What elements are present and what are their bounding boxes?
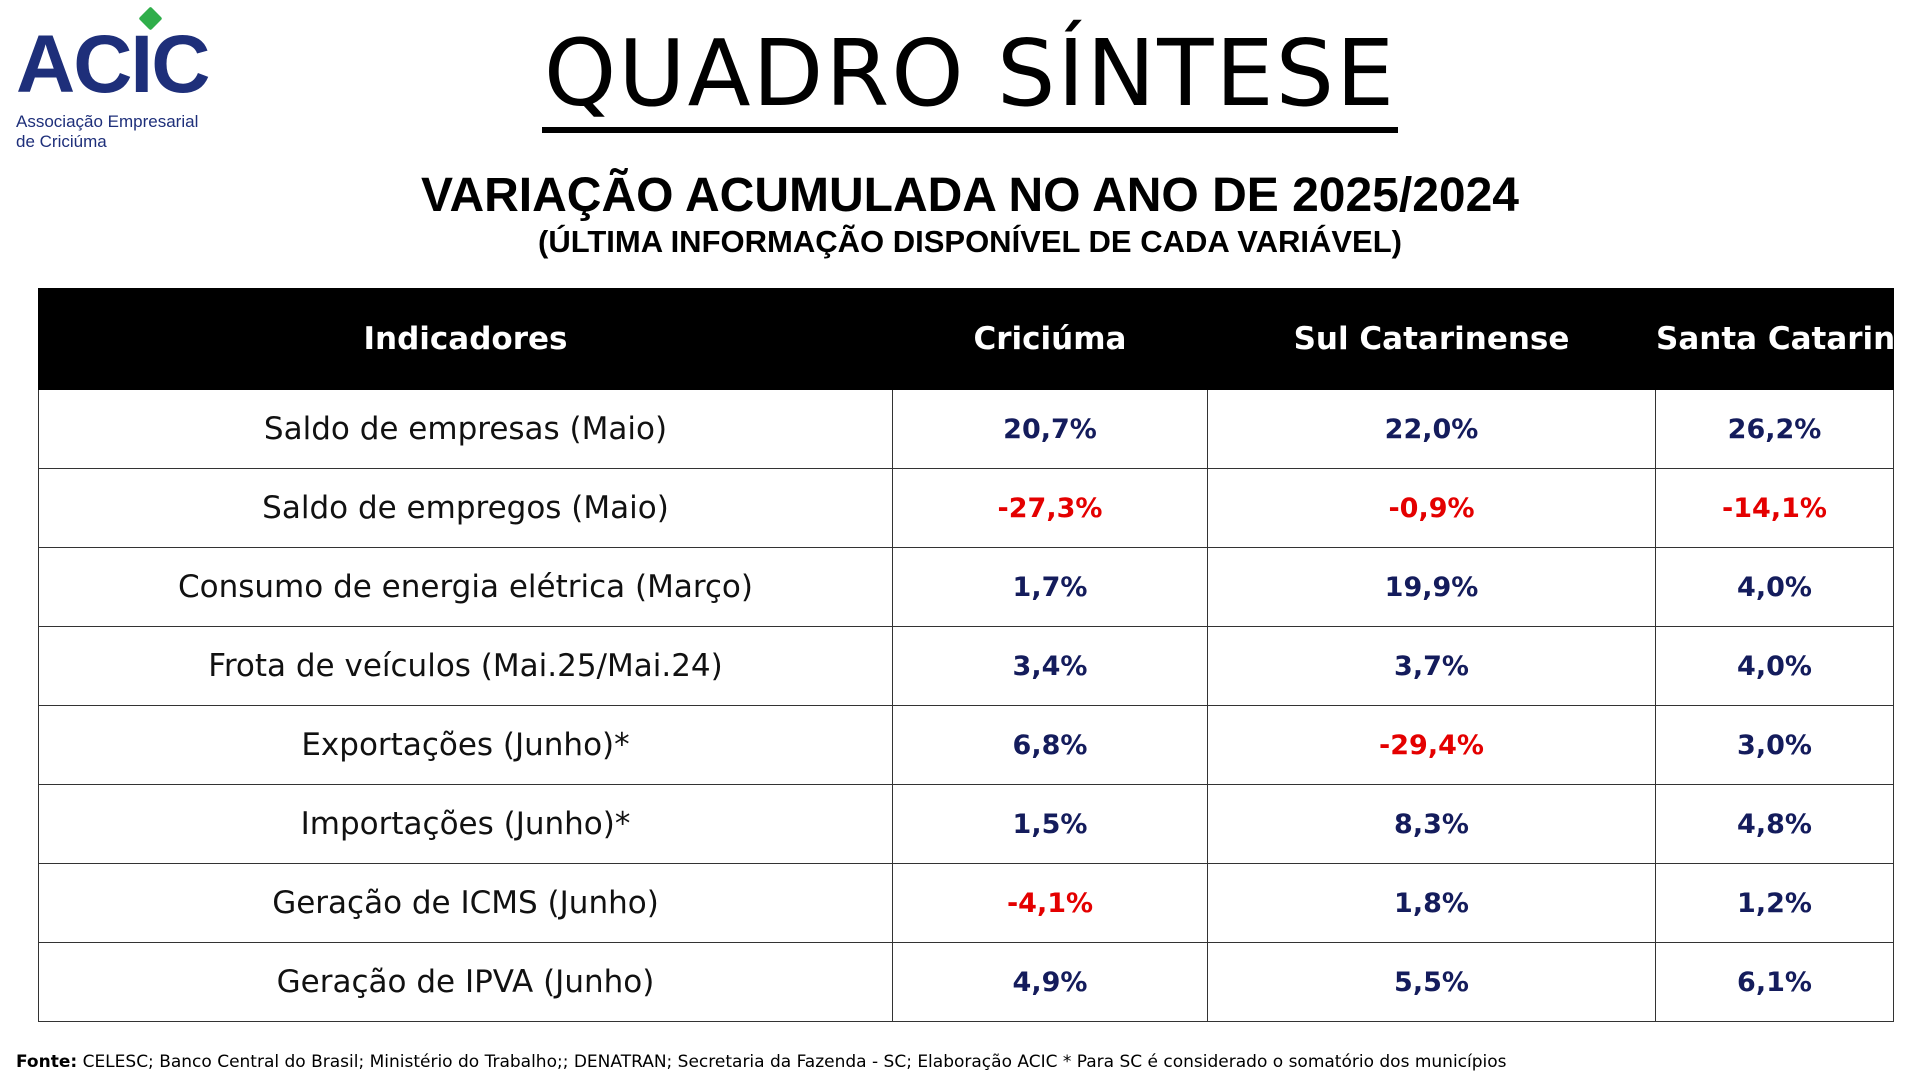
logo-wordmark: ACIC — [16, 19, 210, 110]
table-row: Geração de ICMS (Junho) -4,1% 1,8% 1,2% — [38, 863, 1894, 943]
value-cell: 5,5% — [1207, 942, 1656, 1022]
page-subtitle: VARIAÇÃO ACUMULADA NO ANO DE 2025/2024 — [421, 169, 1519, 222]
logo-line-2: de Criciúma — [16, 132, 107, 151]
indicators-table: Indicadores Criciúma Sul Catarinense San… — [38, 288, 1894, 1022]
table-row: Saldo de empregos (Maio) -27,3% -0,9% -1… — [38, 468, 1894, 548]
row-label: Frota de veículos (Mai.25/Mai.24) — [38, 626, 893, 706]
value-cell: 20,7% — [892, 389, 1208, 469]
value-cell: 26,2% — [1655, 389, 1894, 469]
value-cell: 19,9% — [1207, 547, 1656, 627]
value-cell: 4,0% — [1655, 547, 1894, 627]
header-indicadores: Indicadores — [38, 288, 893, 390]
value-cell: -14,1% — [1655, 468, 1894, 548]
page-title: QUADRO SÍNTESE — [0, 20, 1920, 133]
row-label: Geração de ICMS (Junho) — [38, 863, 893, 943]
value-cell: 3,0% — [1655, 705, 1894, 785]
value-cell: 8,3% — [1207, 784, 1656, 864]
value-cell: 1,5% — [892, 784, 1208, 864]
value-cell: 3,7% — [1207, 626, 1656, 706]
value-cell: 3,4% — [892, 626, 1208, 706]
value-cell: 6,1% — [1655, 942, 1894, 1022]
row-label: Consumo de energia elétrica (Março) — [38, 547, 893, 627]
source-text: CELESC; Banco Central do Brasil; Ministé… — [77, 1052, 1507, 1072]
value-cell: -4,1% — [892, 863, 1208, 943]
value-cell: 4,0% — [1655, 626, 1894, 706]
value-cell: 4,9% — [892, 942, 1208, 1022]
value-cell: 1,2% — [1655, 863, 1894, 943]
value-cell: -27,3% — [892, 468, 1208, 548]
table-row: Importações (Junho)* 1,5% 8,3% 4,8% — [38, 784, 1894, 864]
row-label: Geração de IPVA (Junho) — [38, 942, 893, 1022]
acic-logo: ACIC Associação Empresarial de Criciúma — [16, 6, 236, 151]
row-label: Importações (Junho)* — [38, 784, 893, 864]
source-label: Fonte: — [16, 1052, 78, 1072]
source-footer: Fonte: CELESC; Banco Central do Brasil; … — [16, 1052, 1507, 1072]
value-cell: 6,8% — [892, 705, 1208, 785]
row-label: Saldo de empresas (Maio) — [38, 389, 893, 469]
logo-subtitle: Associação Empresarial de Criciúma — [16, 112, 198, 152]
table-row: Consumo de energia elétrica (Março) 1,7%… — [38, 547, 1894, 627]
value-cell: -0,9% — [1207, 468, 1656, 548]
table-row: Exportações (Junho)* 6,8% -29,4% 3,0% — [38, 705, 1894, 785]
row-label: Exportações (Junho)* — [38, 705, 893, 785]
row-label: Saldo de empregos (Maio) — [38, 468, 893, 548]
table-row: Geração de IPVA (Junho) 4,9% 5,5% 6,1% — [38, 942, 1894, 1022]
header-santa-catarina: Santa Catarina — [1655, 288, 1894, 390]
table-row: Frota de veículos (Mai.25/Mai.24) 3,4% 3… — [38, 626, 1894, 706]
value-cell: 1,7% — [892, 547, 1208, 627]
value-cell: -29,4% — [1207, 705, 1656, 785]
value-cell: 4,8% — [1655, 784, 1894, 864]
page-subtitle-note: (ÚLTIMA INFORMAÇÃO DISPONÍVEL DE CADA VA… — [538, 224, 1402, 259]
value-cell: 1,8% — [1207, 863, 1656, 943]
table-header-row: Indicadores Criciúma Sul Catarinense San… — [38, 288, 1894, 390]
logo-line-1: Associação Empresarial — [16, 112, 199, 131]
page-title-text: QUADRO SÍNTESE — [541, 20, 1399, 133]
table-row: Saldo de empresas (Maio) 20,7% 22,0% 26,… — [38, 389, 1894, 469]
header-criciuma: Criciúma — [892, 288, 1208, 390]
header-sul-catarinense: Sul Catarinense — [1207, 288, 1656, 390]
value-cell: 22,0% — [1207, 389, 1656, 469]
